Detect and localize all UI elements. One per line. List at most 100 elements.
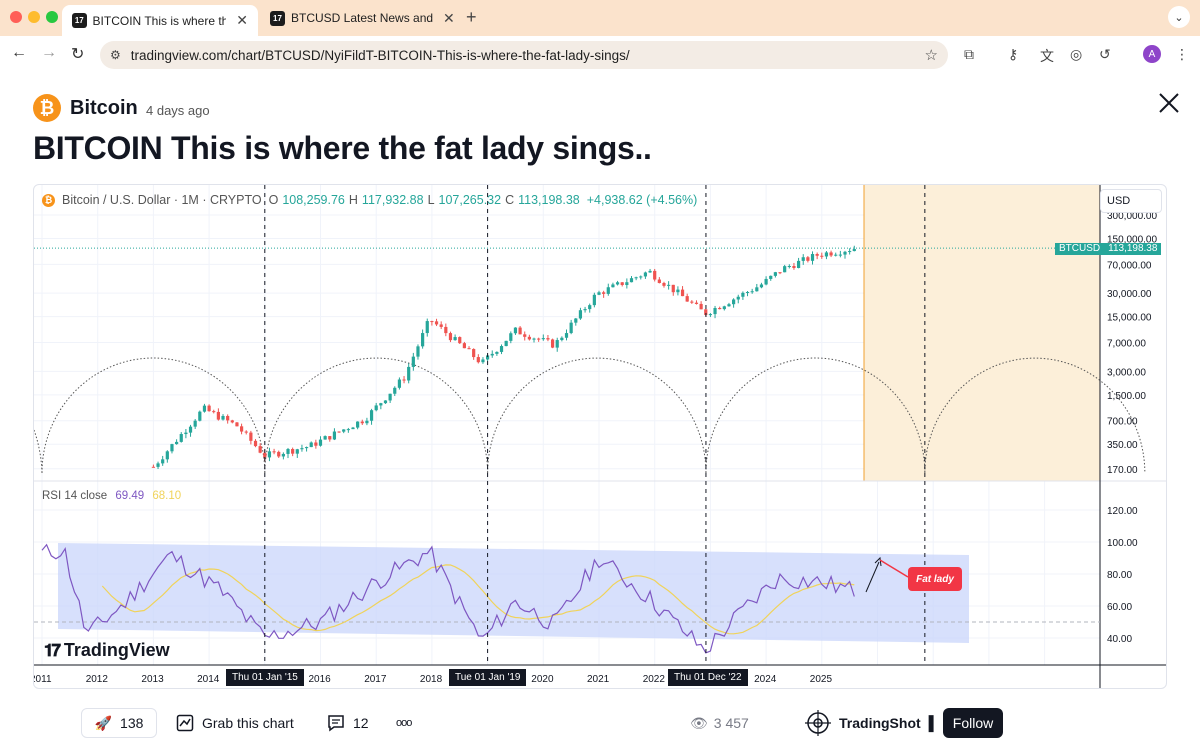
candle-up [365,420,369,424]
minimize-window-button[interactable] [28,11,40,23]
profile-avatar[interactable]: A [1143,45,1161,63]
candle-down [434,321,439,325]
candle-up [356,421,360,428]
high-letter: H [348,193,358,207]
candle-down [699,303,703,310]
candle-up [834,254,838,256]
candle-down [792,266,796,268]
cycle-arc [34,429,43,474]
close-window-button[interactable] [10,11,22,23]
tab-search-chevron-icon[interactable]: ⌄ [1168,6,1190,28]
price-axis-label: 350.00 [1107,440,1138,451]
candle-up [188,426,193,433]
close-icon[interactable] [1156,90,1182,116]
candle-up [755,287,759,292]
candle-up [625,282,629,286]
back-arrow-icon[interactable]: ← [11,44,27,61]
candle-up [578,310,583,319]
candle-down [226,415,230,421]
currency-selector[interactable]: USD [1100,189,1162,213]
reload-icon[interactable]: ↻ [71,46,85,63]
history-icon[interactable]: ↺ [1099,46,1111,62]
candle-up [611,284,615,288]
candle-up [843,251,847,255]
views-counter: 👁 3 457 [690,708,749,738]
symbol-name[interactable]: Bitcoin [70,97,138,119]
close-tab-icon[interactable]: ✕ [443,9,455,26]
close-value: 113,198.38 [518,193,580,207]
candle-up [383,400,388,404]
candle-up [407,366,411,381]
browser-menu-icon[interactable]: ⋮ [1175,46,1189,62]
candle-up [764,278,768,285]
chart-container[interactable]: 300,000.00 150,000.00 70,000.00 30,000.00 15… [33,184,1167,689]
boost-button[interactable]: 🚀 138 [81,708,157,738]
candle-up [708,314,712,316]
candle-up [848,251,852,253]
candle-up [388,393,392,401]
time-axis-label: 2014 [197,674,220,685]
candle-down [314,442,318,446]
candle-up [342,429,346,432]
candle-up [583,309,587,311]
candle-up [541,338,545,340]
tab-inactive[interactable]: 17 BTCUSD Latest News and He ✕ [270,6,460,30]
rsi-value: 69.49 [115,490,145,502]
candle-up [504,340,508,347]
candle-up [170,444,174,452]
candle-down [829,252,833,256]
close-tab-icon[interactable]: ✕ [236,12,248,28]
candle-up [198,411,202,421]
change-value: +4,938.62 (+4.56%) [586,193,698,207]
candle-up [532,338,536,340]
candle-up [397,379,402,388]
candle-down [690,301,694,303]
password-key-icon[interactable]: ⚷ [1008,46,1019,62]
extensions-puzzle-icon[interactable]: ⧉ [964,46,974,62]
candle-up [175,441,179,445]
candle-up [323,436,327,440]
forward-arrow-icon[interactable]: → [41,44,57,61]
lens-icon[interactable]: ◎ [1070,46,1083,62]
candle-down [694,302,699,304]
candle-up [569,322,573,334]
follow-button[interactable]: Follow [943,708,1003,738]
price-chart[interactable]: 300,000.00 150,000.00 70,000.00 30,000.00 15… [34,185,1167,689]
time-axis-label: 2025 [810,674,833,685]
candle-up [588,305,592,310]
bookmark-star-icon[interactable]: ☆ [924,47,938,64]
cycle-arc [705,357,926,474]
bitcoin-coin-icon: ₿ [42,193,55,207]
site-settings-icon[interactable]: ⚙ [110,48,121,62]
candle-up [727,304,731,307]
last-price-value: 113,198.38 [1108,243,1158,254]
address-bar[interactable]: ⚙ tradingview.com/chart/BTCUSD/NyiFildT-… [100,41,948,69]
candle-down [671,284,675,293]
candle-up [759,284,764,288]
comments-button[interactable]: 12 [327,708,369,738]
more-options-icon[interactable]: ooo [396,717,412,729]
candle-up [202,405,207,412]
candle-up [722,306,726,310]
price-axis-label: 170.00 [1107,465,1138,476]
tab-active[interactable]: 17 BITCOIN This is where the fat ✕ [62,5,258,36]
time-axis-label: 2018 [420,674,443,685]
candle-up [732,299,736,305]
candle-up [796,260,801,268]
last-price-tag: BTCUSD 113,198.38 [1055,243,1162,255]
price-axis-label: 3,000.00 [1107,367,1146,378]
price-axis-label: 150,000.00 [1107,235,1157,246]
grab-chart-button[interactable]: Grab this chart [176,708,294,738]
candle-down [518,327,522,335]
fat-lady-callout[interactable]: Fat lady [908,567,962,591]
new-tab-icon[interactable]: + [466,7,477,27]
maximize-window-button[interactable] [46,11,58,23]
candle-up [295,449,299,454]
candle-up [304,447,309,449]
translate-icon[interactable]: 文 [1040,48,1054,64]
tab-title: BTCUSD Latest News and He [291,11,433,25]
candle-up [495,351,499,354]
candle-down [230,420,234,423]
author-link[interactable]: TradingShot ▌ [805,708,939,738]
idea-title: BITCOIN This is where the fat lady sings… [33,130,652,166]
